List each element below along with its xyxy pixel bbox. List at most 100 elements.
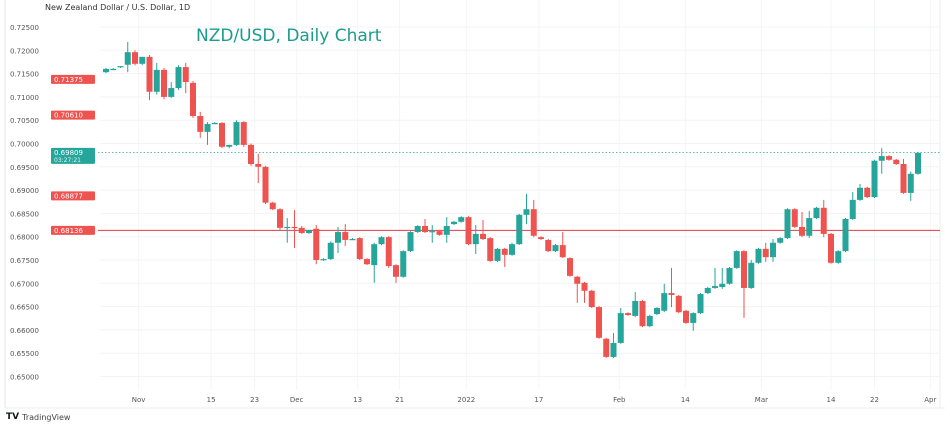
candle	[211, 122, 218, 125]
candle	[683, 309, 689, 324]
x-tick-label: 21	[395, 396, 404, 404]
candle-body	[110, 68, 117, 71]
x-tick-label: 13	[353, 396, 362, 404]
candle-body	[385, 237, 392, 267]
candle	[690, 312, 697, 331]
candle	[190, 81, 196, 118]
y-tick-label: 0.71500	[10, 71, 39, 79]
price-badge-label: 0.68136	[54, 227, 83, 235]
price-badge-bg	[51, 225, 95, 235]
price-badge-label: 0.68877	[54, 192, 83, 200]
y-tick-label: 0.66500	[10, 304, 39, 312]
candle	[704, 287, 711, 295]
candle-body	[791, 209, 798, 227]
candle	[893, 158, 900, 165]
candle-body	[436, 231, 443, 235]
candle	[327, 241, 334, 260]
candle	[385, 236, 392, 268]
chart-annotation: NZD/USD, Daily Chart	[196, 26, 382, 46]
candle-body	[371, 244, 378, 266]
candle-body	[596, 307, 602, 338]
candle	[741, 250, 747, 318]
candle	[248, 143, 254, 166]
candle	[799, 212, 805, 238]
candle-body	[668, 293, 675, 295]
candle	[603, 337, 610, 358]
candle-body	[320, 259, 327, 261]
x-tick-label: Dec	[290, 396, 304, 404]
candle-body	[915, 152, 921, 174]
candle	[291, 210, 298, 248]
candle-body	[103, 68, 109, 73]
candle	[828, 232, 834, 264]
candle-body	[226, 144, 233, 147]
candle-body	[567, 258, 573, 276]
price-badge: 0.68877	[51, 191, 95, 201]
candle-body	[255, 164, 262, 167]
candle	[364, 258, 370, 266]
candle-body	[117, 66, 124, 68]
y-tick-label: 0.66000	[10, 327, 39, 335]
candle-body	[414, 225, 421, 233]
price-badge-bg	[51, 147, 95, 164]
price-badge-label: 0.70610	[54, 112, 83, 120]
candle-body	[480, 233, 486, 240]
candle-body	[197, 116, 204, 132]
candle-body	[277, 209, 283, 228]
price-badge: 0.71375	[51, 74, 95, 84]
candle	[240, 121, 247, 147]
candle-body	[617, 313, 624, 343]
candle-body	[857, 187, 863, 200]
candle	[342, 224, 349, 247]
candle	[103, 68, 109, 74]
candle-body	[697, 294, 704, 314]
y-tick-label: 0.70500	[10, 117, 39, 125]
candle-body	[472, 233, 479, 245]
candle-body	[349, 239, 356, 241]
candle-body	[581, 282, 588, 291]
candle	[820, 199, 827, 238]
candle-body	[458, 217, 465, 222]
candle-body	[683, 310, 689, 323]
candle	[465, 216, 472, 246]
candle-body	[400, 251, 407, 277]
candle	[864, 186, 871, 199]
candle-body	[161, 69, 167, 97]
x-tick-label: 23	[250, 396, 259, 404]
candle	[661, 283, 668, 313]
candle	[277, 208, 283, 230]
candle-body	[799, 226, 805, 236]
candle-body	[182, 67, 189, 82]
candle-body	[298, 227, 305, 233]
x-tick-label: 2022	[457, 396, 475, 404]
candle	[712, 267, 718, 289]
candle	[545, 239, 552, 253]
candle	[849, 191, 856, 220]
candle-body	[530, 209, 537, 236]
candle-body	[777, 238, 784, 243]
price-badge-bg	[51, 110, 95, 120]
candle	[806, 211, 813, 239]
candle-body	[842, 218, 849, 252]
candle-body	[211, 122, 218, 125]
candle	[842, 218, 849, 253]
y-tick-label: 0.69500	[10, 164, 39, 172]
candle	[646, 314, 653, 328]
candle-body	[153, 69, 160, 92]
price-badge-bg	[51, 191, 95, 201]
y-tick-label: 0.70000	[10, 141, 39, 149]
candle	[777, 237, 784, 244]
candle	[175, 65, 182, 90]
candle-body	[284, 226, 291, 229]
candle	[233, 120, 240, 146]
symbol-title: New Zealand Dollar / U.S. Dollar, 1D	[45, 3, 191, 12]
candle	[697, 293, 704, 315]
candle-body	[139, 56, 146, 64]
candle-body	[269, 202, 276, 210]
candle	[719, 267, 726, 289]
candle	[161, 68, 167, 100]
candle	[458, 216, 465, 223]
candle	[567, 257, 573, 277]
candle-body	[762, 248, 769, 258]
